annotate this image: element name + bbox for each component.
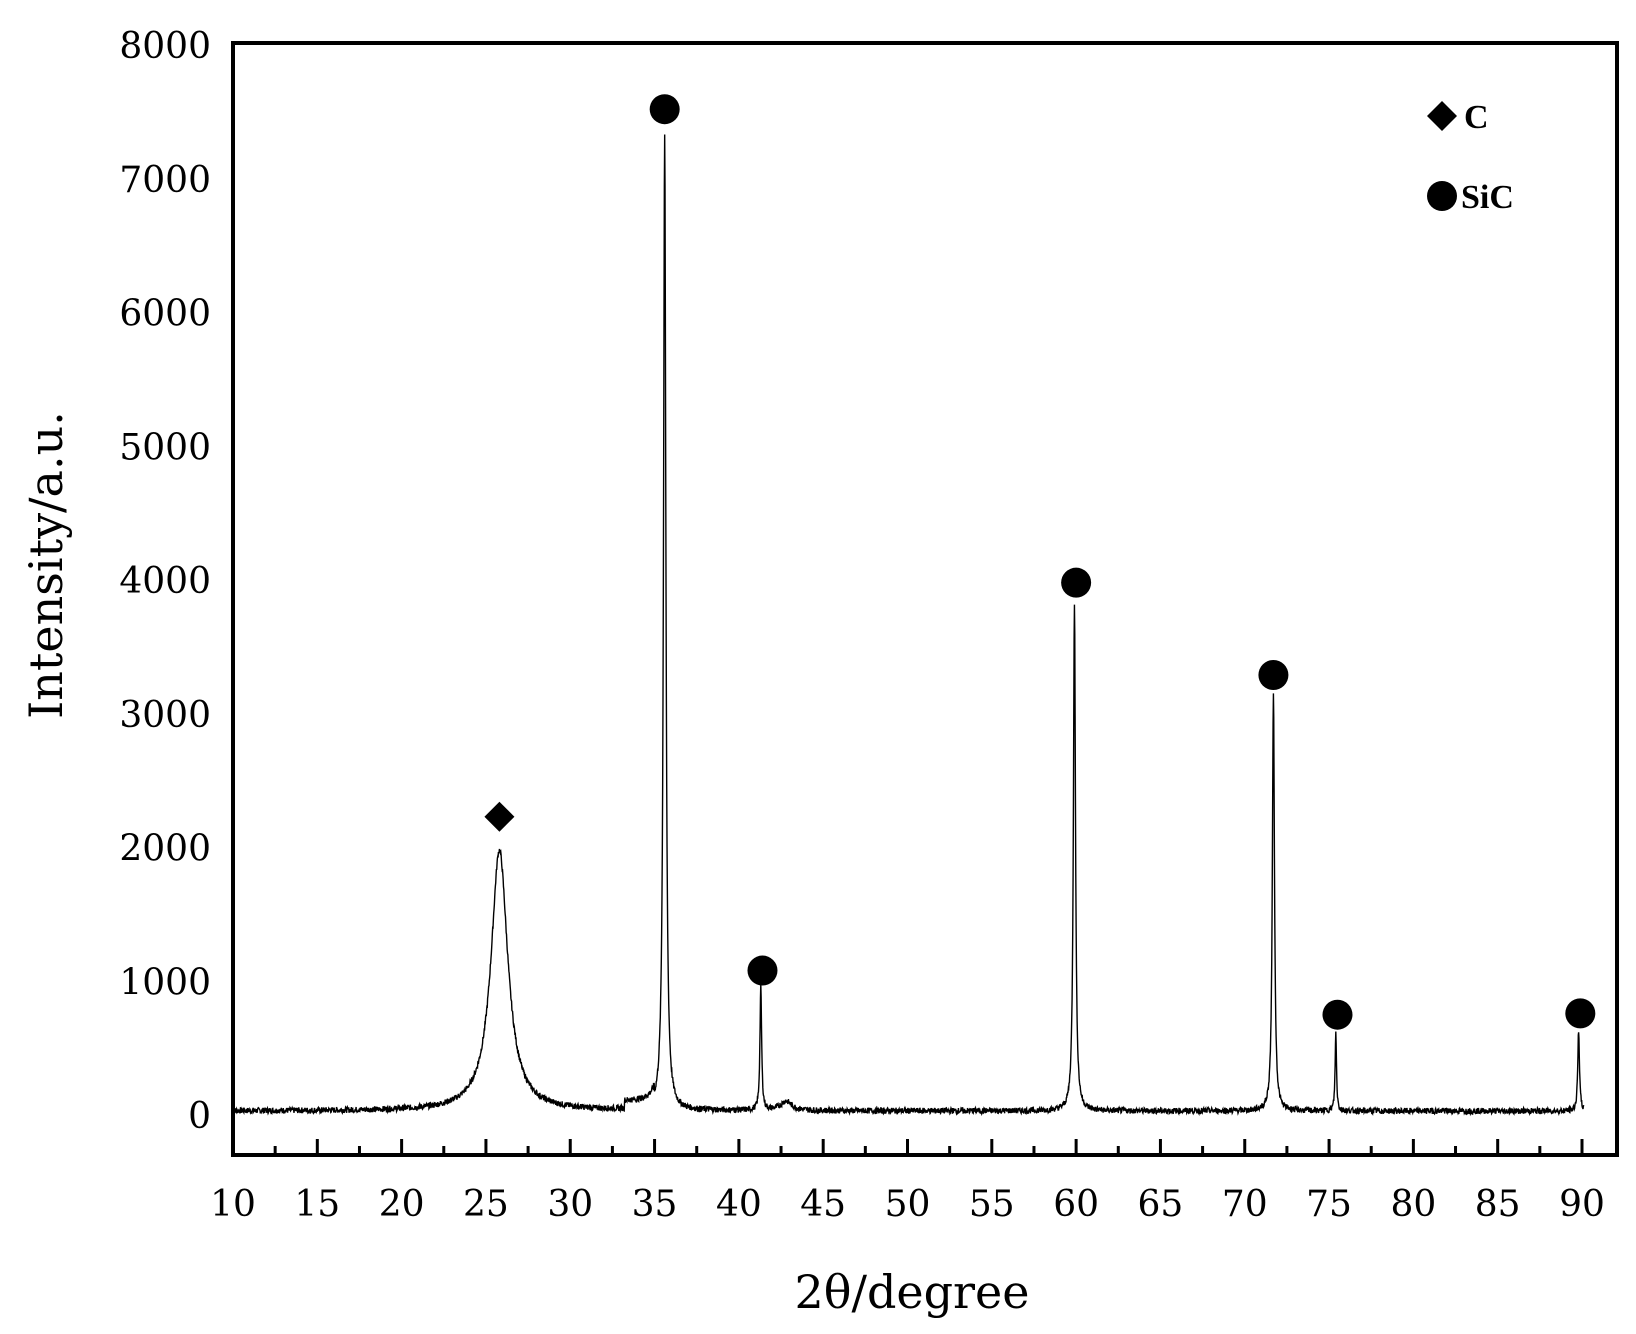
x-tick-label: 25 <box>463 1184 509 1225</box>
sic-circle-marker <box>1061 567 1092 598</box>
sic-circle-marker <box>1565 998 1596 1029</box>
y-tick-label: 7000 <box>119 160 211 201</box>
series-layer <box>232 134 1585 1117</box>
x-tick-label: 20 <box>379 1184 425 1225</box>
series-line <box>232 134 1585 1117</box>
x-tick-label: 40 <box>716 1184 762 1225</box>
x-tick-label: 30 <box>547 1184 593 1225</box>
phase-markers <box>484 94 1596 1030</box>
y-tick-label: 4000 <box>119 561 211 602</box>
y-tick-label: 8000 <box>119 26 211 67</box>
y-axis-ticks: 0 1000 2000 3000 4000 5000 6000 7000 8000 <box>119 26 211 1137</box>
legend-label-c: C <box>1464 99 1489 136</box>
x-axis-ticks: 10 15 20 25 30 35 40 45 50 55 60 65 70 75 80 85 90 <box>210 1139 1605 1225</box>
x-tick-label: 55 <box>969 1184 1015 1225</box>
y-tick-label: 0 <box>188 1096 211 1137</box>
x-axis-title: 2θ/degree <box>794 1265 1029 1319</box>
y-tick-label: 6000 <box>119 294 211 335</box>
y-tick-label: 2000 <box>119 829 211 870</box>
y-tick-label: 1000 <box>119 962 211 1003</box>
plot-frame <box>231 41 1619 1157</box>
sic-circle-marker <box>649 94 680 125</box>
legend-circle-icon <box>1427 181 1457 211</box>
y-axis-title: Intensity/a.u. <box>19 411 73 719</box>
legend-diamond-icon <box>1427 101 1457 131</box>
sic-circle-marker <box>747 955 778 986</box>
carbon-diamond-marker <box>484 801 515 832</box>
legend: C SiC <box>1427 99 1514 216</box>
x-tick-label: 90 <box>1559 1184 1605 1225</box>
sic-circle-marker <box>1322 999 1353 1030</box>
x-tick-label: 45 <box>800 1184 846 1225</box>
x-tick-label: 85 <box>1475 1184 1521 1225</box>
x-tick-label: 70 <box>1222 1184 1268 1225</box>
x-tick-label: 75 <box>1306 1184 1352 1225</box>
sic-circle-marker <box>1258 659 1289 690</box>
y-tick-label: 5000 <box>119 427 211 468</box>
x-tick-label: 65 <box>1138 1184 1184 1225</box>
x-tick-label: 35 <box>632 1184 678 1225</box>
x-tick-label: 15 <box>294 1184 340 1225</box>
x-tick-label: 10 <box>210 1184 256 1225</box>
x-tick-label: 60 <box>1053 1184 1099 1225</box>
y-tick-label: 3000 <box>119 695 211 736</box>
x-tick-label: 80 <box>1390 1184 1436 1225</box>
legend-label-sic: SiC <box>1461 179 1514 216</box>
x-tick-label: 50 <box>885 1184 931 1225</box>
